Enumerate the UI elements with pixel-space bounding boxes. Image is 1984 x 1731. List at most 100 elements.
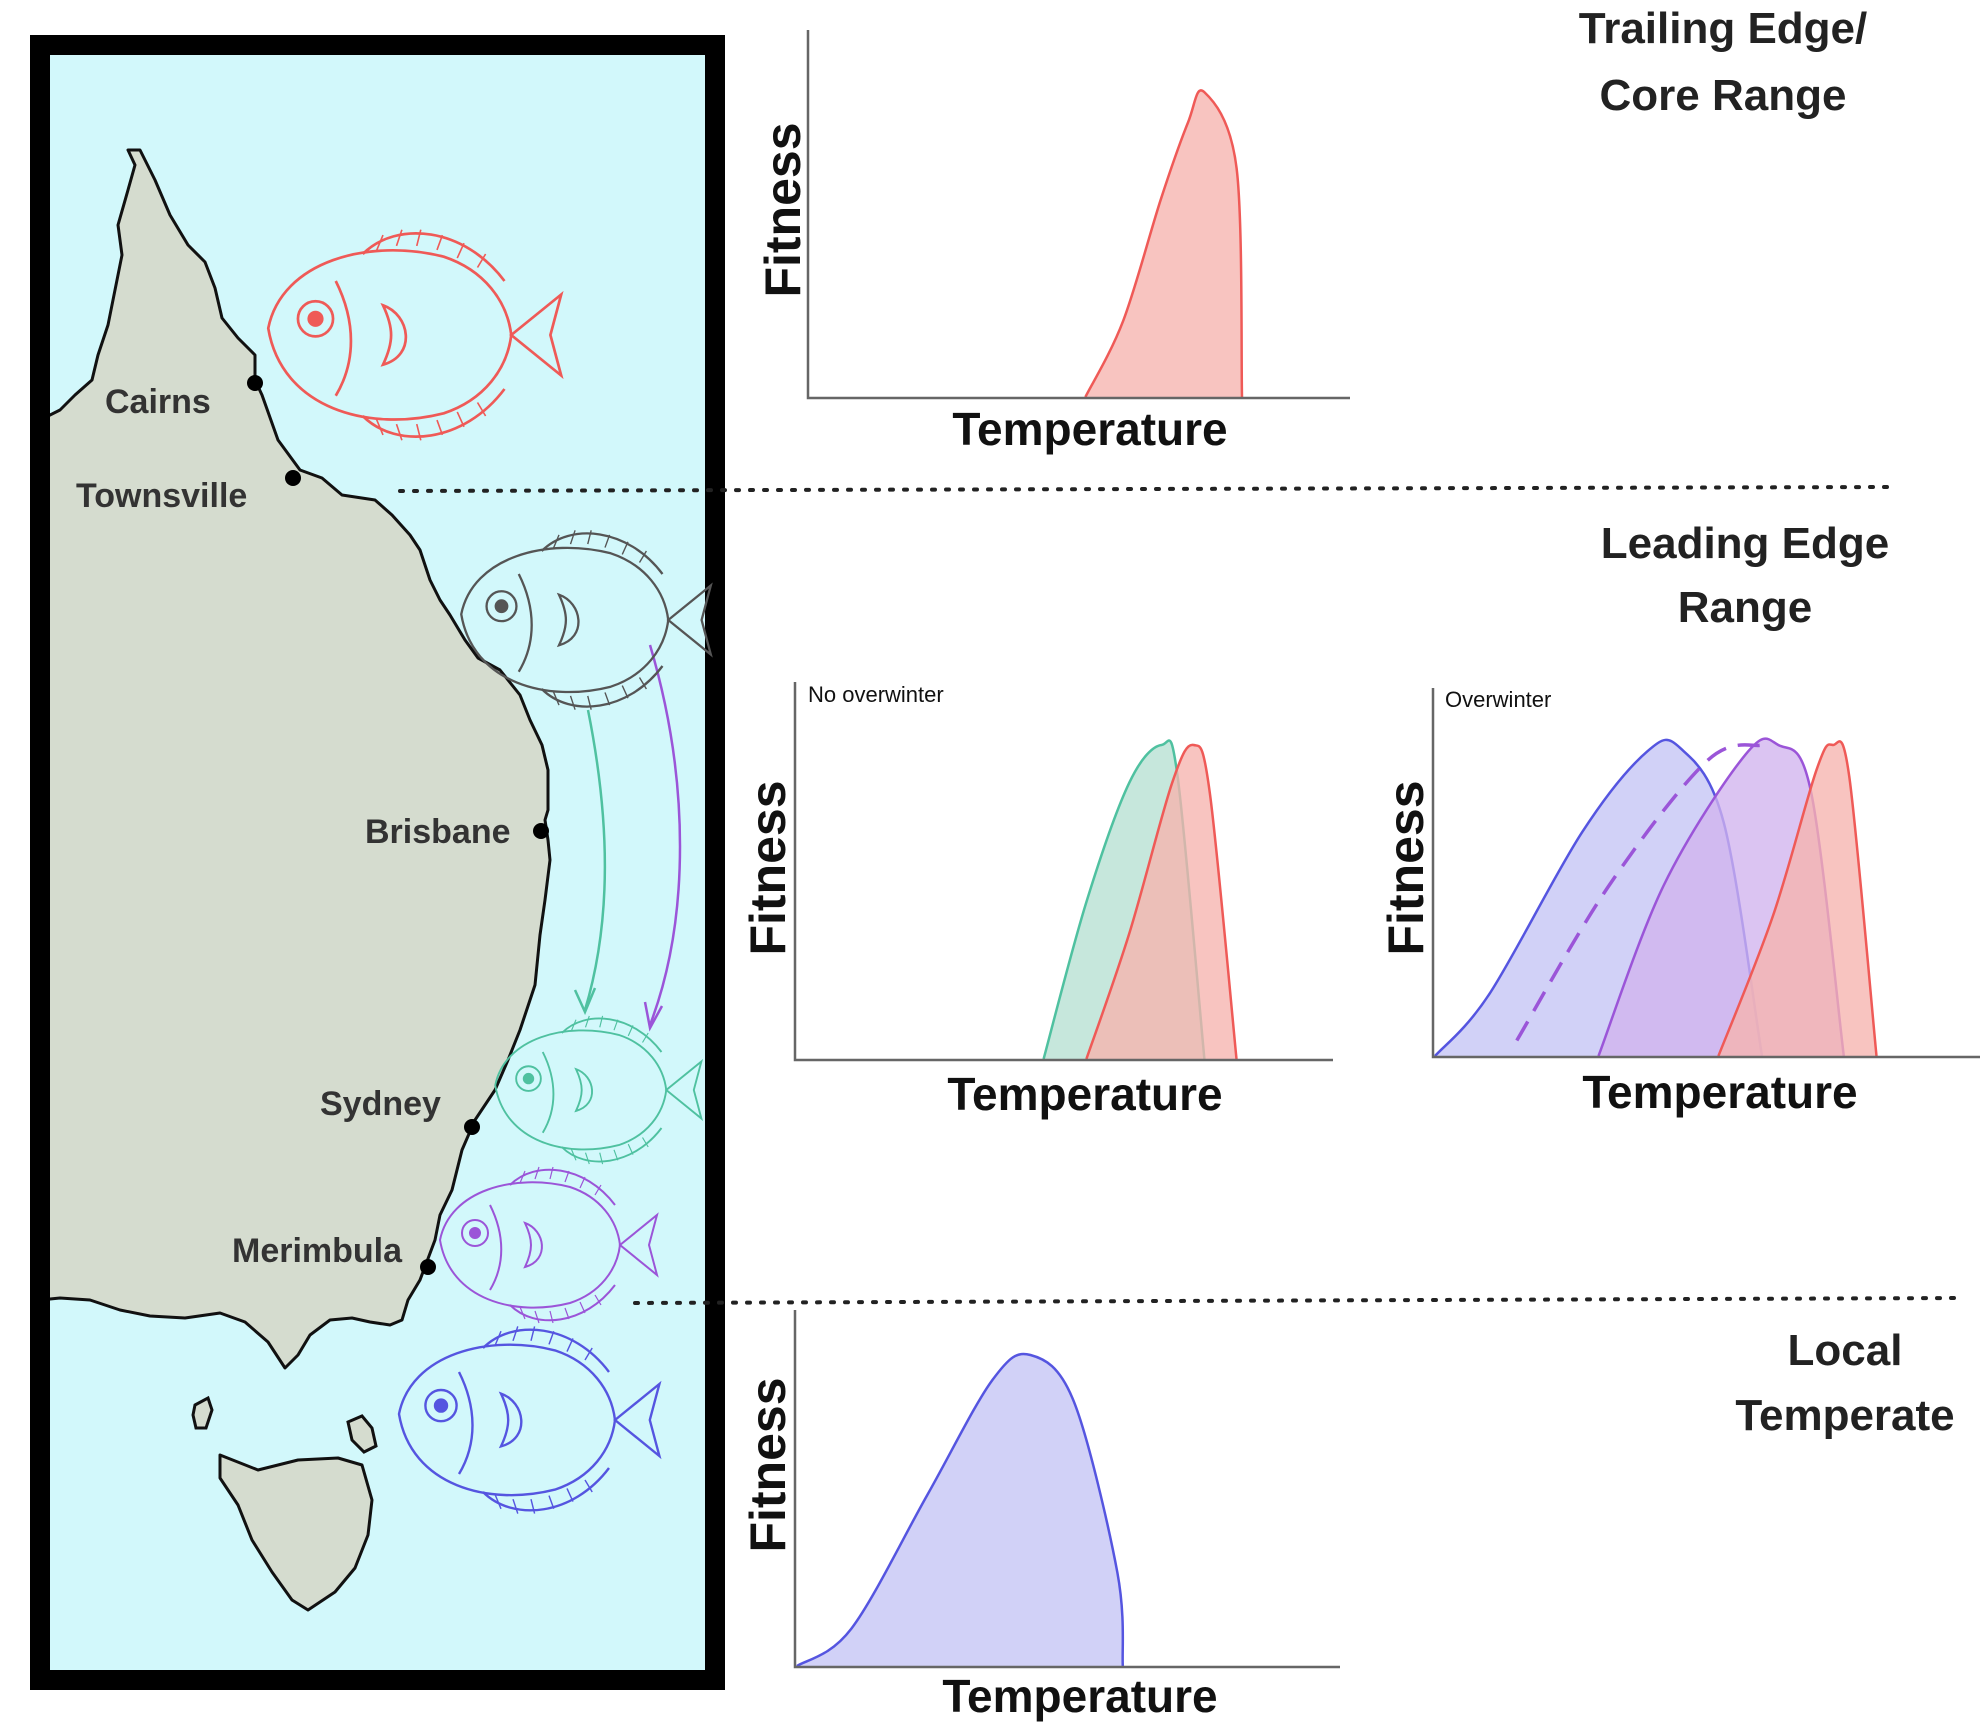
chart-axes bbox=[793, 1310, 1340, 1669]
local-title-line2: Temperate bbox=[1735, 1391, 1954, 1440]
city-marker-townsville bbox=[285, 470, 301, 486]
purple-fish-icon bbox=[438, 1166, 659, 1324]
fish-pectoral-fin bbox=[498, 1391, 523, 1449]
fish-stripes bbox=[570, 1015, 649, 1165]
chart-y-label: Fitness bbox=[755, 122, 811, 297]
fish-gill bbox=[541, 1051, 555, 1134]
fish-pectoral-fin bbox=[523, 1221, 543, 1269]
city-label-townsville: Townsville bbox=[76, 477, 247, 515]
fish-dorsal-fin bbox=[509, 1168, 616, 1206]
local-title-line1: Local bbox=[1788, 1326, 1903, 1375]
fish-tail bbox=[664, 1058, 704, 1122]
fish-pectoral-fin bbox=[556, 592, 580, 648]
chart-axes bbox=[793, 682, 1333, 1062]
leading-title-line1: Leading Edge bbox=[1601, 519, 1889, 568]
series-red-area bbox=[1084, 89, 1244, 398]
chart-areas bbox=[796, 1352, 1125, 1668]
trailing-title-line2: Core Range bbox=[1600, 71, 1847, 120]
fish-dorsal-fin bbox=[561, 1017, 663, 1053]
city-marker-sydney bbox=[464, 1119, 480, 1135]
tasmania bbox=[218, 1453, 374, 1612]
fish-anal-fin bbox=[482, 1467, 610, 1512]
series-red-area bbox=[1085, 743, 1238, 1060]
fish-tail bbox=[618, 1212, 659, 1278]
fish-dorsal-fin bbox=[540, 532, 664, 575]
chart-areas bbox=[1042, 739, 1238, 1060]
red-fish-icon bbox=[266, 229, 564, 441]
chart-areas bbox=[1084, 89, 1244, 398]
gray-fish-icon bbox=[460, 530, 713, 710]
blue-fish-icon bbox=[397, 1326, 662, 1514]
fish-anal-fin bbox=[540, 665, 664, 708]
king-island bbox=[346, 1414, 378, 1454]
kangaroo-island bbox=[191, 1395, 214, 1430]
series-blue-area bbox=[796, 1352, 1125, 1668]
map-panel: Cairns Townsville Brisbane Sydney Merimb… bbox=[30, 35, 725, 1690]
fish-dorsal-fin bbox=[361, 232, 506, 282]
migration-arrows bbox=[573, 644, 682, 1032]
fish-eye bbox=[296, 299, 335, 338]
city-label-merimbula: Merimbula bbox=[232, 1232, 403, 1270]
chart-leading-overwinter: Overwinter Temperature Fitness bbox=[1378, 687, 1980, 1118]
australia-landmass bbox=[40, 148, 552, 1370]
chart-x-label: Temperature bbox=[942, 1670, 1217, 1722]
chart-annotation: Overwinter bbox=[1445, 687, 1551, 712]
chart-y-label: Fitness bbox=[1378, 780, 1434, 955]
fish-anal-fin bbox=[509, 1284, 616, 1322]
fish-tail bbox=[509, 290, 564, 380]
chart-y-label: Fitness bbox=[740, 1377, 796, 1552]
fish-pupil bbox=[494, 599, 509, 614]
fish-gill bbox=[489, 1204, 503, 1291]
city-label-cairns: Cairns bbox=[105, 383, 211, 421]
chart-axes bbox=[806, 30, 1350, 400]
fish-anal-fin bbox=[361, 388, 506, 438]
fish-eye bbox=[515, 1065, 542, 1092]
fish-gill bbox=[517, 573, 533, 673]
chart-leading-no-overwinter: No overwinter Temperature Fitness bbox=[740, 682, 1333, 1120]
fish-eye bbox=[424, 1388, 458, 1423]
fish-eye bbox=[485, 590, 518, 623]
leading-title-line2: Range bbox=[1678, 583, 1812, 632]
fish-tail bbox=[613, 1380, 662, 1460]
green-fish-icon bbox=[494, 1015, 704, 1165]
fish-pectoral-fin bbox=[380, 302, 408, 367]
city-label-brisbane: Brisbane bbox=[365, 813, 511, 851]
fish-anal-fin bbox=[561, 1127, 663, 1163]
chart-x-label: Temperature bbox=[1582, 1066, 1857, 1118]
city-label-sydney: Sydney bbox=[320, 1085, 441, 1123]
fish-pectoral-fin bbox=[574, 1067, 593, 1113]
series-red-area bbox=[1717, 740, 1878, 1057]
green-arrow-head bbox=[573, 987, 597, 1016]
fish-pupil bbox=[522, 1072, 535, 1085]
fish-pupil bbox=[469, 1227, 481, 1239]
city-marker-merimbula bbox=[420, 1259, 436, 1275]
section-divider-top bbox=[398, 485, 1892, 493]
chart-areas bbox=[1434, 737, 1878, 1057]
fish-stripes bbox=[494, 1326, 593, 1514]
fish-gill bbox=[334, 280, 353, 397]
map-frame bbox=[30, 35, 725, 1690]
chart-trailing-edge: Temperature Fitness bbox=[755, 30, 1350, 455]
fish-gill bbox=[457, 1371, 474, 1475]
purple-migration-arrow bbox=[648, 644, 682, 1026]
chart-local-temperate: Temperature Fitness bbox=[740, 1310, 1340, 1722]
fish-pupil bbox=[433, 1398, 449, 1413]
green-migration-arrow bbox=[583, 709, 607, 1011]
purple-arrow-head bbox=[643, 1001, 664, 1032]
chart-x-label: Temperature bbox=[947, 1068, 1222, 1120]
fish-stripes bbox=[552, 530, 647, 710]
fish-stripes bbox=[519, 1166, 602, 1324]
chart-y-label: Fitness bbox=[740, 780, 796, 955]
fish-stripes bbox=[375, 229, 487, 441]
section-divider-bottom bbox=[633, 1296, 1964, 1305]
chart-x-label: Temperature bbox=[952, 403, 1227, 455]
fish-eye bbox=[461, 1219, 489, 1247]
fish-layer bbox=[266, 229, 713, 1514]
fish-dorsal-fin bbox=[482, 1328, 610, 1373]
chart-annotation: No overwinter bbox=[808, 682, 944, 707]
trailing-title-line1: Trailing Edge/ bbox=[1579, 4, 1868, 53]
fish-pupil bbox=[307, 310, 324, 327]
chart-axes bbox=[1431, 688, 1980, 1059]
city-marker-brisbane bbox=[533, 823, 549, 839]
